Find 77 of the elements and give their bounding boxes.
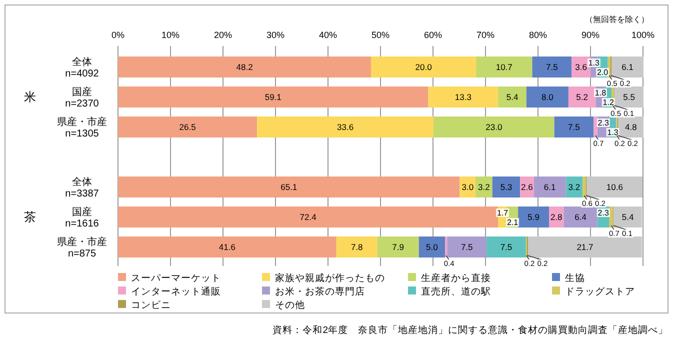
legend-label: インターネット通販 — [131, 286, 221, 298]
data-label: 5.2 — [576, 92, 588, 102]
legend-label: お米・お茶の専門店 — [275, 286, 365, 298]
text: 米 — [24, 90, 36, 104]
data-label: 5.4 — [506, 92, 518, 102]
data-label: 3.2 — [568, 182, 580, 192]
legend-label: ドラッグストア — [565, 286, 635, 298]
x-tick-label: 30% — [266, 30, 285, 40]
data-label: 20.0 — [415, 62, 432, 72]
x-tick-label: 80% — [528, 30, 548, 40]
x-tick-label: 90% — [581, 30, 600, 40]
data-label: 3.6 — [575, 62, 588, 72]
data-label: 7.5 — [568, 122, 580, 132]
data-label: 5.0 — [426, 242, 438, 252]
data-label: 23.0 — [486, 122, 502, 132]
legend-label: その他 — [275, 299, 305, 311]
data-label: 48.2 — [236, 62, 254, 72]
data-label: 7.5 — [500, 242, 512, 252]
y-tick-label: 県産・市産 n=875 — [57, 236, 107, 260]
x-tick-label: 10% — [161, 30, 180, 40]
data-label: 1.3 — [588, 58, 600, 68]
data-label: 7.8 — [350, 242, 364, 252]
data-label: 5.3 — [500, 182, 512, 192]
x-tick-label: 0% — [111, 30, 125, 40]
data-label: 7.9 — [392, 242, 404, 252]
data-label: 1.7 — [497, 208, 509, 218]
y-tick-label: 国産 n=1616 — [65, 206, 100, 230]
data-label: 3.2 — [478, 182, 490, 192]
data-label: 2.3 — [598, 208, 610, 218]
legend-label: 生産者から直接 — [421, 272, 491, 284]
data-label: 7.5 — [546, 62, 558, 72]
data-label: 2.3 — [598, 118, 610, 128]
data-label: 1.2 — [602, 98, 614, 107]
text: （無回答を除く） — [585, 15, 649, 24]
data-label: 6.1 — [544, 182, 556, 192]
data-label: 10.6 — [606, 182, 624, 192]
x-tick-label: 60% — [424, 30, 442, 40]
data-label: 5.5 — [623, 92, 636, 102]
x-tick-label: 100% — [631, 30, 655, 40]
data-label: 6.1 — [622, 62, 634, 72]
data-label: 1.3 — [607, 128, 619, 137]
y-tick-label: 全体 n=3387 — [65, 176, 100, 200]
x-tick-label: 50% — [371, 30, 390, 40]
data-label: 13.3 — [454, 92, 472, 102]
data-label: 59.1 — [264, 92, 282, 102]
data-label: 2.0 — [597, 68, 609, 77]
data-label: 65.1 — [280, 182, 298, 192]
data-label: 5.4 — [622, 212, 634, 222]
x-tick-label: 70% — [476, 30, 495, 40]
data-label: 7.5 — [460, 242, 474, 252]
legend-label: 生協 — [565, 272, 585, 284]
data-label: 2.6 — [521, 182, 534, 192]
data-label: 5.9 — [528, 212, 540, 222]
data-label: 4.8 — [625, 122, 638, 132]
data-label: 3.0 — [462, 182, 474, 192]
text: 茶 — [24, 210, 36, 224]
data-label: 72.4 — [300, 212, 317, 222]
data-label: 2.1 — [506, 218, 519, 227]
data-label: 8.0 — [542, 92, 554, 102]
y-tick-label: 県産・市産 n=1305 — [57, 116, 107, 140]
y-tick-label: 国産 n=2370 — [65, 86, 100, 110]
x-tick-label: 20% — [214, 30, 232, 40]
y-tick-label: 全体 n=4092 — [65, 56, 100, 80]
legend-label: 直売所、道の駅 — [421, 286, 491, 298]
data-label: 2.8 — [550, 212, 563, 222]
data-label: 26.5 — [179, 122, 196, 132]
data-label: 41.6 — [218, 242, 236, 252]
data-label: 1.8 — [594, 88, 607, 98]
data-label: 6.4 — [574, 212, 587, 222]
data-label: 10.7 — [496, 62, 513, 72]
data-label: 33.6 — [337, 122, 354, 132]
legend-label: スーパーマーケット — [131, 273, 221, 284]
legend-label: 家族や親戚が作ったもの — [275, 272, 385, 284]
legend-label: コンビニ — [131, 300, 171, 311]
x-tick-label: 40% — [318, 30, 338, 40]
text: 資料：令和2年度 奈良市「地産地消」に関する意識・食材の購買動向調査「産地調べ」 — [272, 324, 668, 336]
data-label: 21.7 — [576, 242, 594, 252]
